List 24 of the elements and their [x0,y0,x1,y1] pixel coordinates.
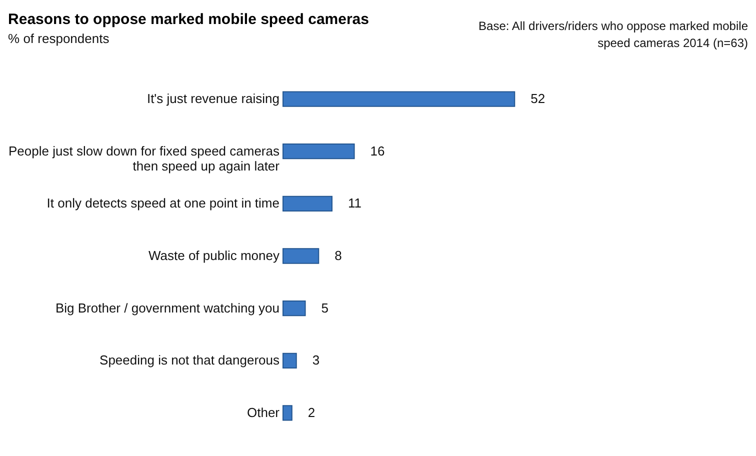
y-tick-label: It only detects speed at one point in time [46,196,280,211]
y-tick-label: Other [246,404,280,420]
y-tick-label: Waste of public money [148,248,280,263]
y-tick-label: Speeding is not that dangerous [100,352,280,368]
bar [282,144,355,160]
y-tick-label: It's just revenue raising [146,91,280,106]
y-tick-label: Big Brother / government watching you [55,300,280,316]
text: % of respondents [8,31,110,46]
y-tick-label: People just slow down for fixed speed cameras then speed up again later [8,143,280,174]
data-label: 52 [530,91,546,106]
data-label: 11 [348,196,362,211]
data-label: 5 [321,300,329,316]
data-label: 16 [370,143,385,158]
bar [282,248,320,264]
bar [282,91,516,107]
bar [282,300,306,316]
bar [282,196,332,212]
data-label: 3 [312,352,320,368]
bar [282,352,297,368]
data-label: 8 [334,248,342,263]
bar [282,405,292,421]
data-label: 2 [308,404,316,420]
text: Base: All drivers/riders who oppose marked mobile speed cameras 2014 (n=63) [478,18,748,52]
chart-title: Reasons to oppose marked mobile speed cameras [8,11,369,28]
